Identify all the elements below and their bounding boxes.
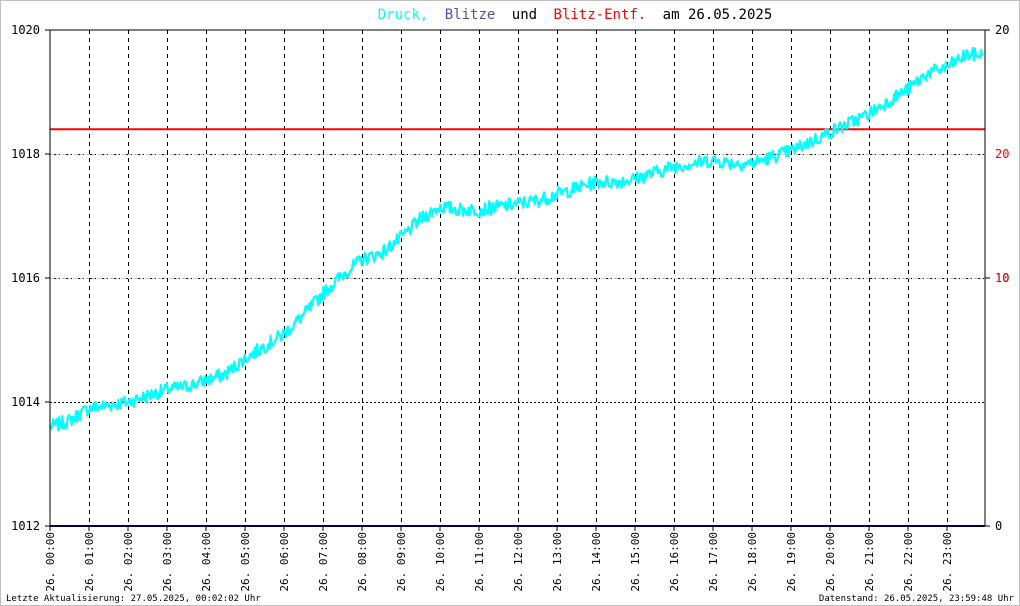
title-blitz-entf: Blitz-Entf. bbox=[554, 7, 647, 23]
x-tick-label: 26. 16:00 bbox=[668, 532, 681, 592]
series-druck-line bbox=[48, 46, 984, 432]
x-tick-label: 26. 07:00 bbox=[317, 532, 330, 592]
y-right-red-tick-label: 10 bbox=[995, 271, 1009, 285]
x-tick-label: 26. 17:00 bbox=[707, 532, 720, 592]
x-tick-label: 26. 19:00 bbox=[785, 532, 798, 592]
plot-frame bbox=[49, 29, 986, 527]
x-tick-label: 26. 23:00 bbox=[941, 532, 954, 592]
y-left-tick-label: 1018 bbox=[11, 147, 40, 161]
x-tick-label: 26. 14:00 bbox=[590, 532, 603, 592]
x-tick-label: 26. 04:00 bbox=[200, 532, 213, 592]
y-right-tick-label: 10 bbox=[995, 271, 1009, 285]
x-tick-label: 26. 08:00 bbox=[356, 532, 369, 592]
x-tick-label: 26. 20:00 bbox=[824, 532, 837, 592]
grid-lines bbox=[50, 30, 985, 526]
x-tick-label: 26. 22:00 bbox=[902, 532, 915, 592]
x-tick-label: 26. 06:00 bbox=[278, 532, 291, 592]
x-tick-label: 26. 10:00 bbox=[434, 532, 447, 592]
x-tick-label: 26. 03:00 bbox=[161, 532, 174, 592]
y-axis-left: 1012 1014 1016 1018 1020 bbox=[11, 23, 50, 533]
chart-title: Druck, Blitze und Blitz-Entf. am 26.05.2… bbox=[378, 7, 773, 23]
x-tick-label: 26. 00:00 bbox=[44, 532, 57, 592]
y-left-tick-label: 1020 bbox=[11, 23, 40, 37]
x-tick-label: 26. 13:00 bbox=[551, 532, 564, 592]
x-tick-label: 26. 11:00 bbox=[473, 532, 486, 592]
x-tick-label: 26. 01:00 bbox=[83, 532, 96, 592]
y-left-tick-label: 1012 bbox=[11, 519, 40, 533]
y-right-red-tick-label: 20 bbox=[995, 147, 1009, 161]
x-tick-label: 26. 09:00 bbox=[395, 532, 408, 592]
y-left-tick-label: 1016 bbox=[11, 271, 40, 285]
footer-data-status: Datenstand: 26.05.2025, 23:59:48 Uhr bbox=[819, 594, 1015, 604]
x-tick-label: 26. 15:00 bbox=[629, 532, 642, 592]
y-left-tick-label: 1014 bbox=[11, 395, 40, 409]
x-tick-label: 26. 05:00 bbox=[239, 532, 252, 592]
x-tick-label: 26. 18:00 bbox=[746, 532, 759, 592]
title-druck: Druck, bbox=[378, 7, 429, 23]
title-und: und bbox=[512, 7, 537, 23]
x-axis: 26. 00:00 26. 01:00 26. 02:00 26. 03:00 26. … bbox=[44, 526, 954, 592]
y-right-tick-label: 0 bbox=[995, 519, 1002, 533]
x-tick-label: 26. 12:00 bbox=[512, 532, 525, 592]
x-tick-label: 26. 02:00 bbox=[122, 532, 135, 592]
footer-last-update: Letzte Aktualisierung: 27.05.2025, 00:02… bbox=[6, 594, 261, 604]
title-blitze: Blitze bbox=[445, 7, 496, 23]
title-date: am 26.05.2025 bbox=[663, 7, 773, 23]
y-right-tick-label: 20 bbox=[995, 23, 1009, 37]
x-tick-label: 26. 21:00 bbox=[863, 532, 876, 592]
